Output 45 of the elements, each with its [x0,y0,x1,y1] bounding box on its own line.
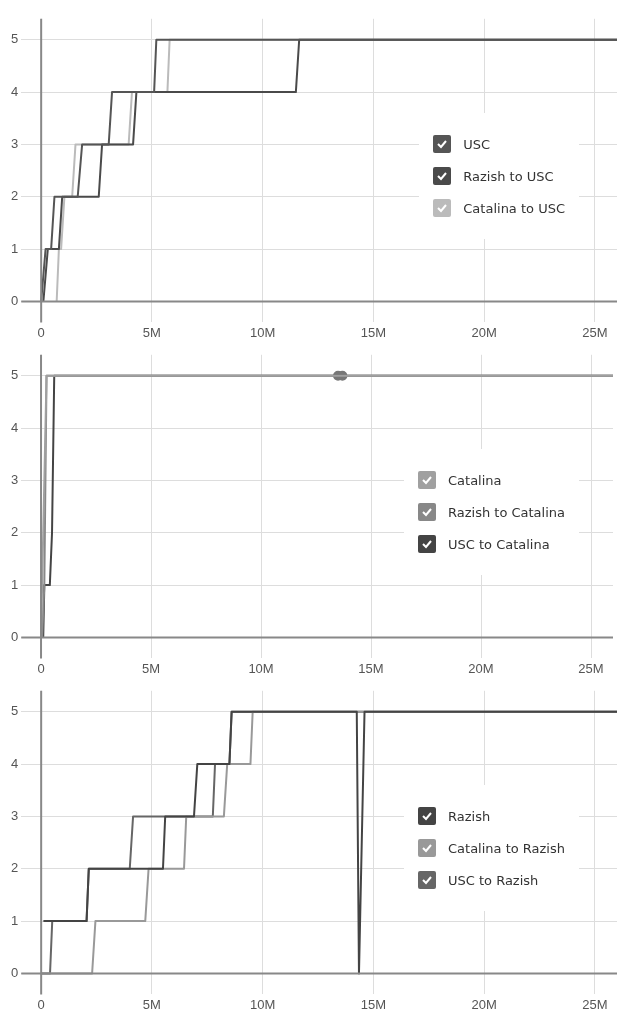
x-tick-label: 20M [471,324,497,340]
y-tick-label: 0 [11,965,19,981]
y-tick-label: 5 [11,703,19,719]
y-tick-label: 3 [11,472,19,488]
x-tick-label: 10M [248,660,274,676]
x-tick-label: 25M [582,324,608,340]
x-tick-label: 10M [249,324,276,340]
y-tick-label: 3 [11,136,19,152]
y-tick-label: 1 [11,576,19,592]
x-tick-label: 5M [142,324,161,340]
y-tick-label: 5 [11,31,19,47]
x-tick-label: 10M [249,996,276,1012]
y-tick-label: 0 [11,629,19,645]
legend-label: Catalina to USC [463,200,565,216]
y-tick-label: 2 [11,524,19,540]
y-tick-label: 3 [11,808,19,824]
y-tick-label: 5 [11,367,19,383]
x-tick-label: 25M [578,660,604,676]
legend-label: Catalina to Razish [447,840,565,856]
legend-label: Razish [447,808,491,824]
y-tick-label: 0 [11,293,19,309]
legend-label: USC [463,136,491,152]
legend-label: USC to Catalina [447,536,550,552]
x-tick-label: 15M [358,660,384,676]
x-tick-label: 0 [37,660,45,676]
x-tick-label: 20M [471,996,497,1012]
x-tick-label: 15M [360,996,387,1012]
x-tick-label: 25M [582,996,608,1012]
x-tick-label: 5M [141,660,161,676]
legend-label: Razish to Catalina [447,504,565,520]
legend-label: USC to Razish [447,872,539,888]
x-tick-label: 0 [37,324,45,340]
legend-label: Catalina [447,472,502,488]
y-tick-label: 1 [11,240,19,256]
y-tick-label: 4 [11,755,19,771]
x-tick-label: 0 [37,996,45,1012]
x-tick-label: 5M [142,996,161,1012]
y-tick-label: 2 [11,188,19,204]
x-tick-label: 20M [468,660,494,676]
x-tick-label: 15M [360,324,387,340]
legend-label: Razish to USC [463,168,554,184]
y-tick-label: 1 [11,912,19,928]
y-tick-label: 2 [11,860,19,876]
y-tick-label: 4 [11,83,19,99]
y-tick-label: 4 [11,419,19,435]
